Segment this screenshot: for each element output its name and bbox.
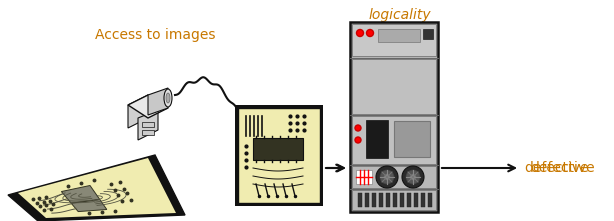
FancyBboxPatch shape bbox=[356, 170, 372, 184]
Circle shape bbox=[410, 174, 416, 180]
Circle shape bbox=[357, 29, 363, 36]
FancyBboxPatch shape bbox=[378, 29, 420, 42]
FancyBboxPatch shape bbox=[253, 138, 303, 160]
Polygon shape bbox=[18, 158, 176, 218]
FancyBboxPatch shape bbox=[350, 22, 438, 212]
FancyBboxPatch shape bbox=[365, 193, 369, 207]
FancyBboxPatch shape bbox=[407, 193, 411, 207]
FancyBboxPatch shape bbox=[352, 166, 436, 188]
FancyBboxPatch shape bbox=[352, 116, 436, 164]
Polygon shape bbox=[138, 110, 158, 140]
FancyBboxPatch shape bbox=[379, 193, 383, 207]
FancyBboxPatch shape bbox=[394, 121, 430, 157]
FancyBboxPatch shape bbox=[142, 130, 154, 135]
FancyBboxPatch shape bbox=[358, 193, 362, 207]
FancyBboxPatch shape bbox=[372, 193, 376, 207]
Polygon shape bbox=[8, 155, 185, 221]
FancyBboxPatch shape bbox=[414, 193, 418, 207]
Circle shape bbox=[402, 166, 424, 188]
Circle shape bbox=[367, 29, 373, 36]
Text: defective: defective bbox=[524, 161, 589, 175]
FancyBboxPatch shape bbox=[238, 108, 320, 203]
FancyBboxPatch shape bbox=[366, 120, 388, 158]
FancyBboxPatch shape bbox=[428, 193, 432, 207]
FancyBboxPatch shape bbox=[352, 190, 436, 210]
Circle shape bbox=[380, 170, 394, 184]
FancyBboxPatch shape bbox=[352, 24, 436, 56]
Polygon shape bbox=[148, 88, 168, 115]
Polygon shape bbox=[61, 185, 100, 203]
Circle shape bbox=[355, 125, 361, 131]
Polygon shape bbox=[71, 200, 107, 211]
Text: defective: defective bbox=[530, 161, 594, 175]
Circle shape bbox=[384, 174, 390, 180]
Ellipse shape bbox=[164, 89, 172, 107]
FancyBboxPatch shape bbox=[386, 193, 390, 207]
FancyBboxPatch shape bbox=[235, 105, 323, 206]
Polygon shape bbox=[128, 95, 168, 118]
Text: logicality: logicality bbox=[368, 8, 431, 22]
FancyBboxPatch shape bbox=[400, 193, 404, 207]
FancyBboxPatch shape bbox=[421, 193, 425, 207]
Circle shape bbox=[355, 137, 361, 143]
Polygon shape bbox=[128, 95, 148, 128]
Circle shape bbox=[406, 170, 420, 184]
FancyBboxPatch shape bbox=[352, 59, 436, 114]
FancyBboxPatch shape bbox=[423, 29, 433, 39]
Text: Access to images: Access to images bbox=[95, 28, 216, 42]
Circle shape bbox=[376, 166, 398, 188]
FancyBboxPatch shape bbox=[142, 122, 154, 127]
Ellipse shape bbox=[166, 93, 170, 103]
FancyBboxPatch shape bbox=[393, 193, 397, 207]
